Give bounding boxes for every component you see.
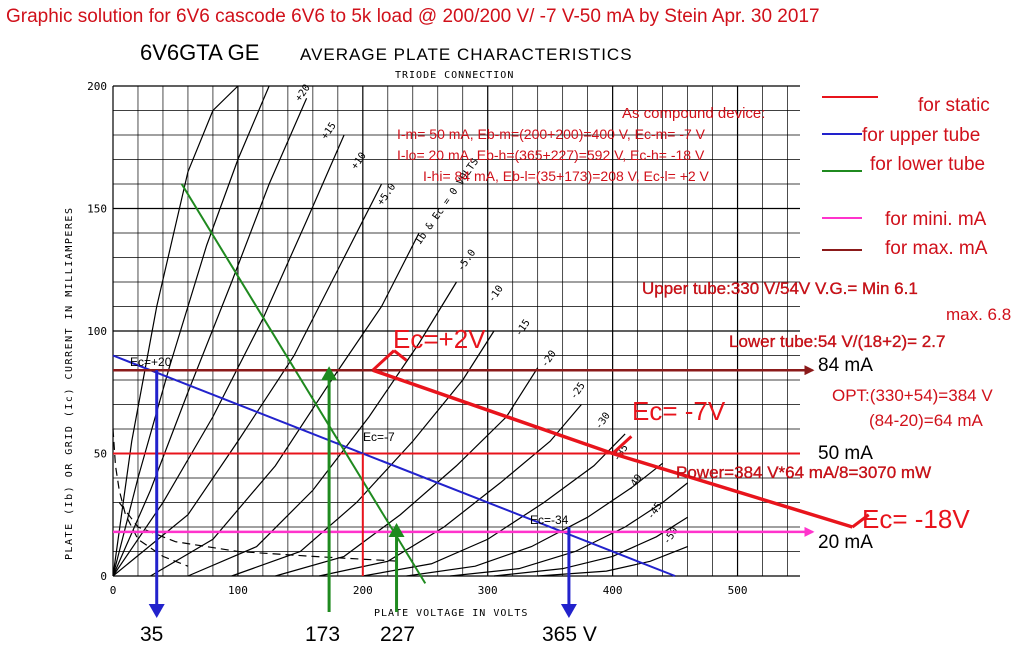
label-ec34-small: Ec=-34 [530,513,569,527]
y-tick-label: 200 [87,80,107,93]
note-upper-tube: Upper tube:330 V/54V V.G.= Min 6.1 [642,279,918,298]
note-opt-2: (84-20)=64 mA [869,411,984,430]
label-ec20-small: Ec=+20 [130,355,172,369]
curve-label: -45 [645,501,664,522]
legend-label-max: for max. mA [885,238,988,259]
curve-label: -15 [513,318,532,339]
marker-227-arrow [388,523,405,537]
page-title: Graphic solution for 6V6 cascode 6V6 to … [6,6,820,27]
note-lower-tube: Lower tube:54 V/(18+2)= 2.7 [729,332,945,351]
tube-curve [112,85,270,577]
pointer-ec-minus18 [851,513,870,529]
curve-label: -20 [539,349,558,370]
curve-label: +15 [319,121,338,142]
bottom-label-35: 35 [140,623,163,646]
tube-curve [112,85,239,577]
note-opt-1: OPT:(330+54)=384 V [832,386,993,405]
curve-label: -25 [568,381,587,402]
x-tick-label: 100 [228,584,248,597]
bottom-label-173: 173 [305,623,340,646]
tube-curve [231,330,495,577]
x-tick-label: 500 [728,584,748,597]
annotation-ec-minus7: Ec= -7V [632,396,726,426]
tube-curve [450,482,688,577]
tube-curve [112,134,345,577]
upper-tube-line [112,354,676,577]
tube-curve [112,98,308,577]
legend-label-upper: for upper tube [862,125,980,146]
grid-current-curve [118,502,401,562]
legend-label-mini: for mini. mA [885,209,987,230]
sheet-subtitle: TRIODE CONNECTION [395,70,514,81]
pointer-ec-plus2 [393,349,408,362]
tube-curve [362,433,626,577]
legend-label-static: for static [918,95,990,116]
compound-line-1: I-m= 50 mA, Eb-m=(200+200)=400 V, Ec-m= … [397,126,706,142]
tube-name: 6V6GTA GE [140,40,259,65]
axis-ticks: 0 100 200 300 400 500 0 50 100 150 200 [87,80,747,597]
legend: for static for upper tube for lower tube… [822,95,990,259]
curve-label: -50 [661,526,680,547]
lower-tube-line [180,183,427,584]
sheet-title: AVERAGE PLATE CHARACTERISTICS [300,45,633,64]
annotation-ec-plus2: Ec=+2V [393,324,486,354]
compound-line-3: I-hi= 84 mA, Eb-l=(35+173)=208 V, Ec-l= … [423,168,710,184]
note-power: Power=384 V*64 mA/8=3070 mW [676,463,931,482]
y-axis-label: PLATE (Ib) OR GRID (Ic) CURRENT IN MILLI… [64,207,75,560]
y-tick-label: 100 [87,325,107,338]
grid-lines [112,85,800,577]
compound-heading: As compound device: [622,105,765,122]
marker-35-arrow [148,604,165,618]
curve-label: +10 [349,151,368,172]
x-tick-label: 200 [353,584,373,597]
label-84ma: 84 mA [818,355,873,376]
curve-label: -30 [593,411,612,432]
label-20ma: 20 mA [818,532,873,553]
curve-label: +5.0 [375,182,398,208]
tube-curve [275,367,539,577]
bottom-label-365: 365 V [542,623,597,646]
y-tick-label: 150 [87,203,107,216]
x-tick-label: 0 [110,584,117,597]
tube-curve [493,516,688,577]
label-50ma: 50 mA [818,443,873,464]
tube-curve [537,546,688,577]
legend-label-lower: for lower tube [870,154,985,175]
y-tick-label: 50 [94,448,107,461]
marker-365-arrow [560,604,577,618]
grid-current-curve [112,428,189,567]
x-tick-label: 300 [478,584,498,597]
load-lines [112,183,870,618]
pointer-ec-minus7 [611,435,633,455]
marker-173-arrow [321,366,338,381]
tube-curves [112,85,688,577]
compound-line-2: I-lo= 20 mA, Eb-h=(365+227)=592 V, Ec-h=… [397,147,705,163]
label-ec7-small: Ec=-7 [363,430,395,444]
bottom-label-227: 227 [380,623,415,646]
curve-label: -10 [486,284,505,305]
pointer-ec-plus2 [371,349,396,372]
x-axis-label: PLATE VOLTAGE IN VOLTS [374,608,528,619]
x-tick-label: 400 [603,584,623,597]
curve-label: -40 [625,473,644,494]
tube-curve [112,183,383,577]
y-tick-label: 0 [100,570,107,583]
curve-label: -5.0 [455,248,478,274]
note-max: max. 6.8 [946,305,1011,324]
annotation-ec-minus18: Ec= -18V [862,504,970,534]
